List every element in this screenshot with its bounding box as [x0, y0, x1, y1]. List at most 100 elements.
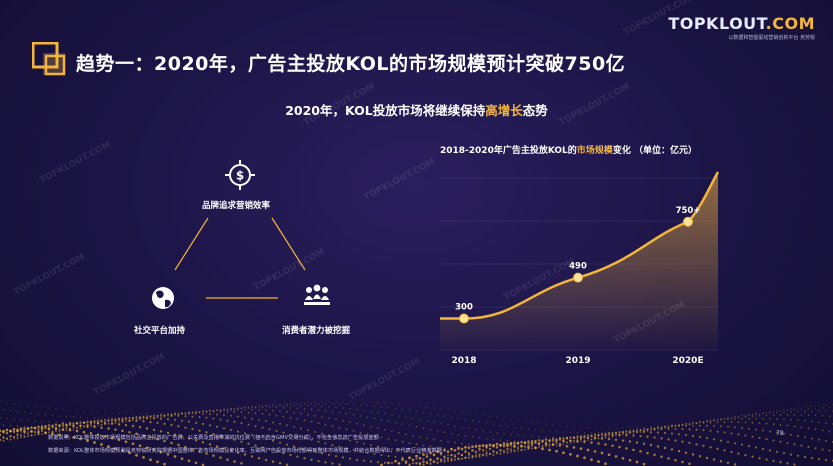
particle-dot [520, 449, 523, 452]
particle-dot [779, 440, 782, 443]
particle-dot [485, 450, 488, 452]
particle-dot [664, 425, 666, 428]
particle-dot [786, 462, 789, 465]
particle-dot [261, 446, 264, 449]
particle-dot [716, 421, 719, 424]
particle-dot [611, 433, 614, 437]
particle-dot [135, 419, 138, 423]
particle-dot [723, 418, 726, 420]
particle-dot [783, 418, 785, 421]
particle-dot [705, 456, 709, 460]
dollar-target-icon: $ [225, 160, 255, 190]
particle-dot [314, 401, 316, 403]
particle-dot [611, 432, 614, 435]
particle-dot [103, 435, 107, 438]
particle-dot [789, 453, 793, 456]
particle-dot [83, 426, 85, 429]
particle-dot [776, 431, 778, 434]
chart-x-tick-label: 2018 [451, 356, 476, 366]
particle-dot [825, 439, 827, 442]
particle-dot [345, 403, 348, 405]
particle-dot [601, 435, 603, 437]
particle-dot [807, 414, 810, 416]
particle-dot [530, 441, 534, 445]
particle-dot [219, 456, 222, 459]
particle-dot [289, 407, 292, 409]
subtitle-suffix: 态势 [522, 103, 548, 118]
particle-dot [128, 416, 131, 419]
particle-dot [478, 437, 481, 439]
particle-dot [86, 423, 89, 426]
particle-dot [398, 431, 400, 434]
particle-dot [488, 452, 492, 455]
particle-dot [639, 431, 642, 434]
particle-dot [5, 432, 9, 435]
particle-dot [524, 448, 526, 451]
particle-dot [604, 436, 607, 438]
particle-dot [608, 427, 610, 429]
particle-dot [783, 409, 785, 411]
particle-dot [89, 432, 93, 435]
particle-dot [586, 436, 590, 440]
particle-dot [681, 427, 684, 431]
particle-dot [111, 412, 113, 414]
particle-dot [453, 448, 457, 452]
particle-dot [562, 443, 565, 446]
particle-dot [307, 401, 309, 404]
particle-dot [331, 425, 334, 427]
particle-dot [146, 415, 148, 418]
particle-dot [237, 407, 239, 409]
particle-dot [695, 422, 698, 425]
particle-dot [411, 458, 415, 462]
particle-dot [531, 435, 533, 438]
particle-dot [825, 422, 827, 424]
particle-dot [216, 413, 218, 416]
particle-dot [2, 436, 5, 439]
particle-dot [755, 413, 757, 416]
particle-dot [9, 410, 12, 412]
particle-dot [586, 434, 590, 437]
particle-dot [310, 420, 313, 423]
particle-dot [369, 460, 373, 463]
particle-dot [293, 411, 295, 414]
particle-dot [331, 410, 334, 413]
particle-dot [314, 414, 316, 417]
particle-dot [755, 417, 757, 420]
particle-dot [709, 429, 712, 432]
particle-dot [580, 440, 582, 443]
particle-dot [779, 461, 782, 464]
particle-dot [678, 425, 680, 427]
particle-dot [166, 431, 170, 435]
particle-dot [702, 421, 705, 423]
particle-dot [618, 445, 621, 449]
particle-dot [590, 438, 593, 441]
particle-dot [762, 429, 764, 432]
particle-dot [467, 456, 471, 459]
particle-dot [20, 431, 22, 433]
particle-dot [660, 426, 663, 429]
particle-dot [548, 445, 551, 448]
particle-dot [499, 444, 502, 447]
particle-dot [419, 419, 421, 421]
particle-dot [90, 425, 92, 428]
particle-dot [0, 416, 1, 419]
particle-dot [159, 430, 163, 433]
particle-dot [418, 462, 422, 466]
particle-dot [454, 410, 456, 412]
particle-dot [590, 438, 593, 441]
particle-dot [390, 461, 394, 465]
particle-dot [688, 423, 691, 425]
particle-dot [625, 432, 628, 434]
particle-dot [471, 455, 474, 458]
particle-dot [110, 418, 114, 421]
particle-dot [356, 441, 358, 443]
particle-dot [565, 436, 569, 440]
particle-dot [453, 458, 457, 461]
particle-dot [279, 404, 281, 407]
particle-dot [772, 439, 775, 442]
particle-dot [121, 429, 124, 433]
particle-dot [233, 408, 236, 410]
particle-dot [702, 444, 705, 447]
particle-dot [26, 432, 30, 435]
particle-dot [527, 440, 530, 443]
